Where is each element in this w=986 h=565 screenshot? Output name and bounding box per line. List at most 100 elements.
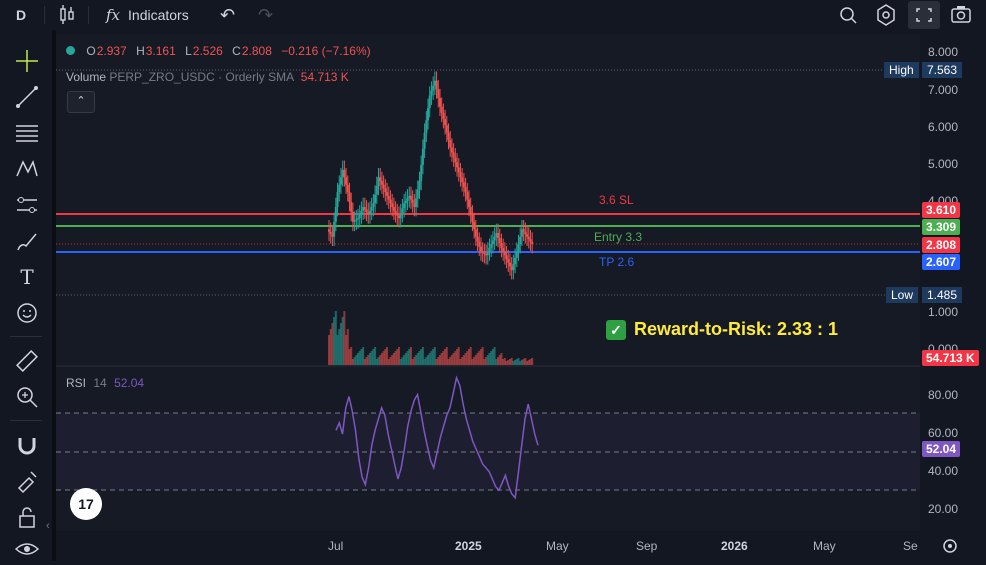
candle-body (404, 200, 407, 204)
volume-bar (437, 357, 440, 365)
candle-body (464, 187, 467, 193)
volume-bar (374, 347, 377, 365)
interval-button[interactable]: D (16, 7, 27, 23)
candle-body (341, 169, 344, 178)
volume-bar (452, 353, 455, 365)
volume-bar (447, 359, 450, 365)
indicators-button[interactable]: fx Indicators (106, 0, 189, 30)
candle-body (440, 106, 443, 113)
undo-icon[interactable]: ↶ (220, 5, 236, 25)
candle-body (519, 236, 522, 245)
quick-search-icon[interactable] (838, 0, 858, 30)
volume-bar (514, 360, 517, 365)
volume-bar (468, 349, 470, 365)
time-axis[interactable] (56, 531, 986, 561)
volume-bar (495, 359, 498, 365)
time-tick: 2026 (721, 539, 748, 553)
candle-body (334, 207, 337, 222)
chart-settings-icon[interactable] (940, 536, 960, 559)
open-value: 2.937 (96, 44, 127, 58)
volume-bar (526, 361, 529, 365)
candle-body (343, 169, 346, 178)
volume-bar (469, 347, 472, 365)
redo-icon[interactable]: ↷ (258, 5, 274, 25)
volume-value: 54.713 K (300, 70, 349, 84)
forecast-icon[interactable] (14, 192, 40, 218)
rsi-legend[interactable]: RSI 14 52.04 (66, 376, 144, 390)
price-tick: 1.000 (928, 305, 959, 319)
collapse-toolbar-icon[interactable]: ‹ (46, 520, 50, 532)
volume-symbol: PERP_ZRO_USDC · Orderly SMA (109, 70, 294, 84)
volume-bar (353, 357, 356, 365)
pattern-icon[interactable] (14, 156, 40, 182)
zoom-in-icon[interactable] (14, 384, 40, 410)
volume-bar (461, 357, 464, 365)
volume-label: Volume (66, 70, 107, 84)
candle-body (428, 95, 431, 108)
lock-drawing-icon[interactable] (14, 468, 40, 494)
candle-body (351, 211, 354, 222)
chart-pane[interactable]: 3.6 SL Entry 3.3 TP 2.6 (56, 34, 920, 531)
brush-icon[interactable] (14, 228, 40, 254)
candle-body (391, 203, 394, 207)
rsi-value-tag: 52.04 (922, 441, 961, 457)
candle-body (531, 241, 534, 245)
trend-line-icon[interactable] (14, 84, 40, 110)
volume-bar (357, 353, 360, 365)
emoji-icon[interactable] (14, 300, 40, 326)
candle-body (529, 239, 532, 242)
candle-body (329, 231, 332, 235)
volume-bar (519, 361, 522, 365)
rsi-line (335, 375, 539, 500)
lock-icon[interactable] (14, 504, 40, 530)
crosshair-icon[interactable] (14, 48, 40, 74)
divider (44, 6, 45, 24)
candle-body (502, 247, 505, 252)
collapse-legend-button[interactable]: ⌃ (67, 91, 95, 113)
candle-body (328, 229, 330, 232)
fullscreen-icon[interactable] (908, 1, 940, 29)
volume-bar (413, 357, 416, 365)
candle-body (416, 189, 419, 199)
volume-bar (363, 359, 366, 365)
fib-retracement-icon[interactable] (14, 120, 40, 146)
volume-bar (510, 358, 513, 365)
volume-bar (500, 353, 503, 365)
eye-icon[interactable] (14, 536, 40, 562)
text-icon[interactable]: T (20, 265, 34, 289)
volume-bar (457, 347, 460, 365)
candle-body (505, 255, 508, 259)
volume-bar (471, 359, 474, 365)
volume-bar (377, 357, 380, 365)
candle-body (331, 234, 334, 237)
volume-legend[interactable]: Volume PERP_ZRO_USDC · Orderly SMA 54.71… (66, 70, 349, 84)
camera-icon[interactable] (950, 0, 972, 30)
high-label: H (136, 44, 145, 58)
candle-body (444, 119, 447, 126)
divider (10, 420, 42, 421)
volume-bar (485, 357, 488, 365)
volume-bar (411, 359, 414, 365)
volume-bar (365, 357, 368, 365)
time-tick: Se (903, 539, 918, 553)
ruler-icon[interactable] (14, 348, 40, 374)
volume-bar (442, 351, 445, 365)
tradingview-logo[interactable]: 17 (70, 488, 102, 520)
candle-body (498, 237, 501, 243)
volume-bars (328, 311, 534, 365)
magnet-icon[interactable] (14, 432, 40, 458)
candle-body (507, 259, 510, 263)
low-marker-value: 1.485 (922, 287, 963, 303)
volume-bar (420, 349, 423, 365)
volume-bar (444, 349, 447, 365)
candle-body (398, 215, 400, 219)
chart-canvas[interactable]: 3.6 SL Entry 3.3 TP 2.6 (56, 34, 920, 531)
candle-style-icon[interactable] (58, 0, 76, 30)
volume-bar (524, 358, 527, 365)
reward-risk-annotation[interactable]: ✓ Reward-to-Risk: 2.33 : 1 (606, 318, 838, 341)
candle-body (380, 181, 383, 185)
candle-body (421, 148, 424, 165)
volume-bar (483, 359, 486, 365)
stop-loss-tag: 3.610 (922, 202, 961, 218)
settings-icon[interactable] (876, 0, 896, 30)
